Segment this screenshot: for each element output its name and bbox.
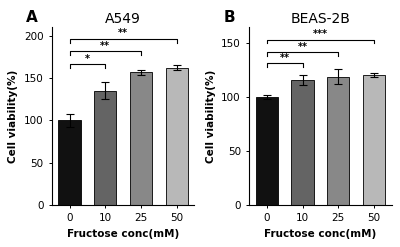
Text: **: ** <box>298 42 308 52</box>
Bar <box>292 80 314 205</box>
Y-axis label: Cell viability(%): Cell viability(%) <box>8 69 18 163</box>
Text: **: ** <box>280 53 290 63</box>
Bar <box>130 72 152 205</box>
Text: *: * <box>85 54 90 63</box>
Bar <box>94 91 116 205</box>
X-axis label: Fructose conc(mM): Fructose conc(mM) <box>67 229 179 239</box>
Text: A: A <box>26 10 38 25</box>
Text: ***: *** <box>313 29 328 39</box>
Bar <box>58 120 81 205</box>
Bar <box>327 77 350 205</box>
Bar <box>256 97 278 205</box>
Bar <box>363 75 385 205</box>
Text: B: B <box>224 10 235 25</box>
Title: BEAS-2B: BEAS-2B <box>290 12 350 26</box>
Y-axis label: Cell viability(%): Cell viability(%) <box>206 69 216 163</box>
Text: **: ** <box>118 28 128 38</box>
Text: **: ** <box>100 41 110 51</box>
X-axis label: Fructose conc(mM): Fructose conc(mM) <box>264 229 376 239</box>
Bar <box>166 68 188 205</box>
Title: A549: A549 <box>105 12 141 26</box>
